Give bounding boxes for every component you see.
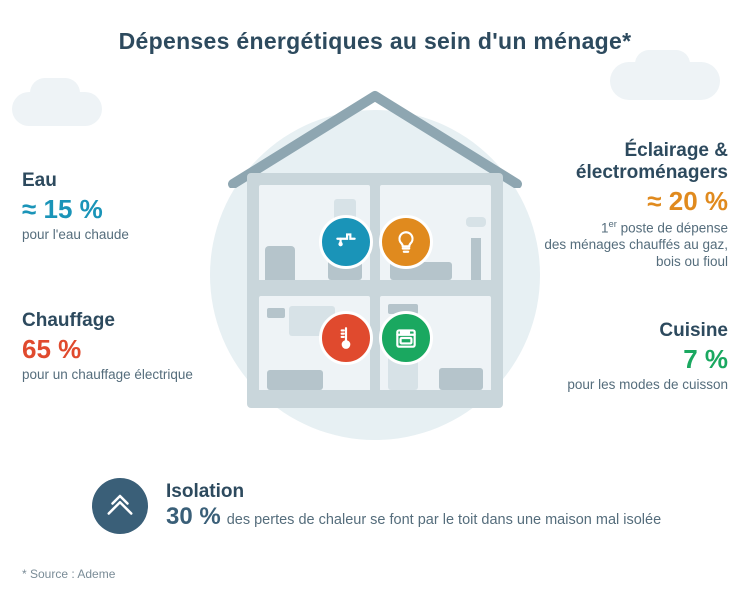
- callout-eau: Eau ≈ 15 % pour l'eau chaude: [22, 170, 212, 244]
- oven-icon: [379, 311, 433, 365]
- source-note: * Source : Ademe: [22, 567, 115, 581]
- cloud-deco: [30, 78, 80, 108]
- callout-desc: 1er poste de dépense des ménages chauffé…: [538, 219, 728, 271]
- isolation-row: Isolation 30 % des pertes de chaleur se f…: [92, 478, 720, 534]
- callout-title: Cuisine: [538, 320, 728, 342]
- house-body: [247, 173, 503, 408]
- callout-value: ≈ 20 %: [538, 186, 728, 217]
- callout-cuisine: Cuisine 7 % pour les modes de cuisson: [538, 320, 728, 394]
- house-graphic: [225, 88, 525, 418]
- callout-chauffage: Chauffage 65 % pour un chauffage électri…: [22, 310, 212, 384]
- isolation-title: Isolation: [166, 481, 661, 503]
- callout-desc: pour les modes de cuisson: [538, 377, 728, 394]
- bulb-icon: [379, 215, 433, 269]
- callout-title: Chauffage: [22, 310, 212, 332]
- thermometer-icon: [319, 311, 373, 365]
- callout-value: ≈ 15 %: [22, 194, 212, 225]
- cloud-deco: [635, 50, 690, 78]
- callout-value: 7 %: [538, 344, 728, 375]
- callout-eclairage: Éclairage & électroménagers ≈ 20 % 1er p…: [538, 140, 728, 271]
- callout-value: 65 %: [22, 334, 212, 365]
- callout-title: Éclairage & électroménagers: [538, 140, 728, 184]
- callout-title: Eau: [22, 170, 212, 192]
- page-title: Dépenses énergétiques au sein d'un ménag…: [0, 0, 750, 55]
- callout-desc: pour l'eau chaude: [22, 227, 212, 244]
- roof-loss-icon: [92, 478, 148, 534]
- callout-desc: pour un chauffage électrique: [22, 367, 212, 384]
- isolation-line: 30 % des pertes de chaleur se font par le…: [166, 503, 661, 531]
- water-icon: [319, 215, 373, 269]
- isolation-value: 30 %: [166, 503, 221, 530]
- isolation-desc: des pertes de chaleur se font par le toi…: [227, 512, 661, 528]
